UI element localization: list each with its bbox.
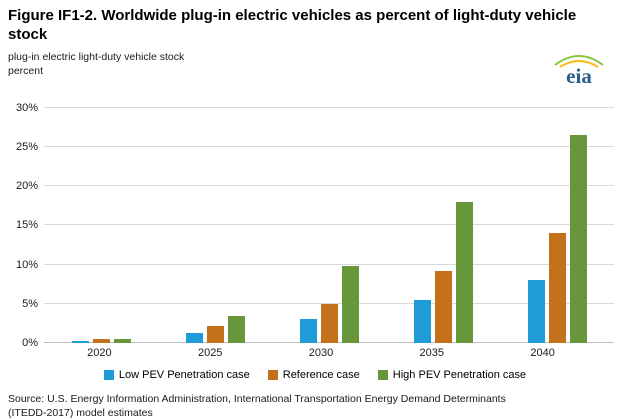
bar xyxy=(320,303,338,343)
legend-item-low-pev: Low PEV Penetration case xyxy=(103,368,250,381)
x-axis-tick-label: 2020 xyxy=(87,346,112,359)
bar xyxy=(527,280,545,343)
bar xyxy=(455,201,473,343)
plot-area xyxy=(44,106,614,343)
axis-units-label: plug-in electric light-duty vehicle stoc… xyxy=(0,50,630,78)
eia-logo-icon: eia xyxy=(554,55,604,88)
gridline xyxy=(44,263,614,265)
bar xyxy=(434,270,452,343)
bar xyxy=(299,319,317,343)
x-axis: 2020 2025 2030 2035 2040 xyxy=(44,347,598,359)
legend-swatch-high-pev-icon xyxy=(377,369,388,380)
chart: 0% 5% 10% 15% 20% 25% 30% 2020 2025 2030 2035 2040 xyxy=(10,102,614,359)
axis-units-line2: percent xyxy=(8,64,44,77)
bar xyxy=(71,341,89,343)
bar-group-2020 xyxy=(44,108,158,343)
x-axis-tick-label: 2025 xyxy=(197,346,223,359)
legend-item-high-pev: High PEV Penetration case xyxy=(377,368,527,381)
source-line1: Source: U.S. Energy Information Administ… xyxy=(8,392,506,405)
bar xyxy=(206,325,224,343)
legend-item-reference: Reference case xyxy=(267,368,360,381)
gridline xyxy=(44,146,614,148)
x-axis-tick-label: 2040 xyxy=(530,346,555,359)
bar xyxy=(92,338,110,343)
bar xyxy=(113,338,131,343)
source-line2: (ITEDD-2017) model estimates xyxy=(8,407,153,420)
figure-title: Figure IF1-2. Worldwide plug-in electric… xyxy=(8,7,577,43)
legend-label-low-pev: Low PEV Penetration case xyxy=(118,368,250,381)
y-axis-tick-label: 5% xyxy=(22,297,38,310)
bar xyxy=(569,135,587,343)
bar-groups xyxy=(44,108,614,343)
bar xyxy=(341,266,359,343)
x-axis-tick-label: 2035 xyxy=(419,346,445,359)
bar xyxy=(185,333,203,343)
gridline xyxy=(44,185,614,187)
gridline xyxy=(44,106,614,108)
legend-label-high-pev: High PEV Penetration case xyxy=(392,368,527,381)
bar-group-2040 xyxy=(500,108,614,343)
eia-logo: eia xyxy=(548,52,610,93)
bar xyxy=(227,316,245,343)
bar-group-2035 xyxy=(386,108,500,343)
gridline xyxy=(44,302,614,304)
y-axis-tick-label: 25% xyxy=(15,141,38,154)
x-axis-tick-label: 2030 xyxy=(308,346,334,359)
y-axis-tick-label: 20% xyxy=(15,180,38,193)
bar xyxy=(548,233,566,343)
y-axis-tick-label: 15% xyxy=(15,219,38,232)
source-note: Source: U.S. Energy Information Administ… xyxy=(8,392,620,420)
legend-label-reference: Reference case xyxy=(282,368,360,381)
svg-text:eia: eia xyxy=(566,64,592,88)
legend-swatch-low-pev-icon xyxy=(103,369,114,380)
legend-swatch-reference-icon xyxy=(267,369,278,380)
gridline xyxy=(44,224,614,226)
y-axis: 0% 5% 10% 15% 20% 25% 30% xyxy=(10,102,44,349)
axis-units-line1: plug-in electric light-duty vehicle stoc… xyxy=(8,50,185,63)
y-axis-tick-label: 10% xyxy=(15,258,38,271)
legend: Low PEV Penetration case Reference case … xyxy=(0,369,630,381)
y-axis-tick-label: 0% xyxy=(22,336,38,349)
y-axis-tick-label: 30% xyxy=(15,101,38,114)
bar-group-2025 xyxy=(158,108,272,343)
bar-group-2030 xyxy=(272,108,386,343)
bar xyxy=(413,299,431,343)
